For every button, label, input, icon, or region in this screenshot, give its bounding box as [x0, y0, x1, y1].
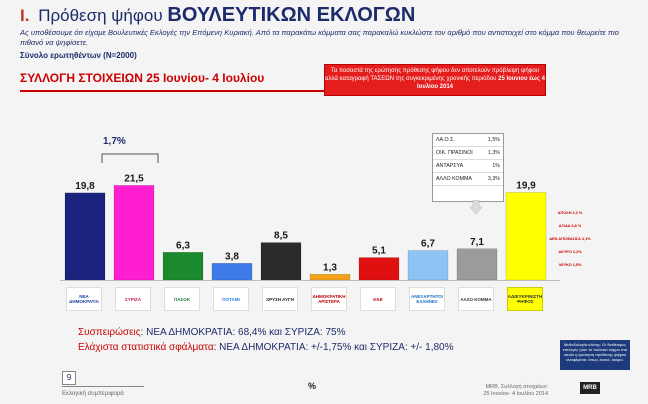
cohesion-line: Συσπειρώσεις: ΝΕΑ ΔΗΜΟΚΡΑΤΙΑ: 68,4% και …: [78, 327, 345, 338]
difference-brace: [101, 153, 159, 163]
title-big: ΒΟΥΛΕΥΤΙΚΩΝ ΕΚΛΟΓΩΝ: [167, 4, 416, 26]
breakdown-party: ΛΑ.Ο.Σ.: [436, 137, 455, 143]
bar-0: [64, 192, 106, 281]
bar-2: [162, 252, 204, 281]
party-logo-7: ΑΝΕΞΑΡΤΗΤΟΙ ΕΛΛΗΝΕΣ: [409, 287, 445, 311]
footer-divider: [62, 386, 144, 387]
error-line: Ελάχιστα στατιστικά σφάλματα: ΝΕΑ ΔΗΜΟΚΡ…: [78, 342, 454, 353]
party-logo-1: ΣΥΡΙΖΑ: [115, 287, 151, 311]
breakdown-row: ΛΑ.Ο.Σ. 1,5%: [433, 134, 503, 147]
undecided-item: ΑΚΥΡΟ 2,2%: [558, 250, 582, 254]
party-logo-4: ΧΡΥΣΗ ΑΥΓΗ: [262, 287, 298, 311]
party-logo-0: ΝΕΑ ΔΗΜΟΚΡΑΤΙΑ: [66, 287, 102, 311]
footer-source-line1: MRB, Συλλογή στοιχείων:: [485, 384, 548, 390]
bar-1: [113, 185, 155, 281]
undecided-item: ΛΕΥΚΟ 1,5%: [558, 263, 582, 267]
section-number: Ι.: [20, 6, 30, 25]
bar-value-label-7: 6,7: [421, 239, 435, 250]
footer-section-label: Εκλογική συμπεριφορά: [62, 391, 124, 397]
difference-label: 1,7%: [103, 136, 126, 147]
page-number: 9: [62, 371, 76, 385]
bar-value-label-1: 21,5: [124, 173, 144, 184]
undecided-breakdown: ΑΠΟΧΗ 2,3 % ΔΞ/ΔΑ 6,8 % ΔΕΝ ΑΠΟΦΑΣΙΣΑ 4,1%…: [545, 210, 595, 275]
error-label: Ελάχιστα στατιστικά σφάλματα: [78, 342, 214, 353]
disclaimer-text: Τα ποσοστά της ερώτησης πρόθεσης ψήφου δ…: [325, 68, 540, 82]
breakdown-value: 1,5%: [487, 137, 500, 143]
undecided-item: ΑΠΟΧΗ 2,3 %: [557, 211, 583, 215]
cohesion-text: : ΝΕΑ ΔΗΜΟΚΡΑΤΙΑ: 68,4% και ΣΥΡΙΖΑ: 75%: [140, 327, 346, 338]
party-logo-2: ΠΑΣΟΚ: [164, 287, 200, 311]
party-logo-8: ΑΛΛΟ ΚΟΜΜΑ: [458, 287, 494, 311]
bar-value-label-9: 19,9: [516, 180, 536, 191]
bar-value-label-3: 3,8: [225, 251, 239, 262]
footer-source: MRB, Συλλογή στοιχείων: 25 Ιουνίου- 4 Ιο…: [458, 384, 548, 398]
title-small: Πρόθεση ψήφου: [38, 6, 163, 25]
breakdown-party: ΑΝΤΑΡΣΥΑ: [436, 163, 464, 169]
error-text: : ΝΕΑ ΔΗΜΟΚΡΑΤΙΑ: +/-1,75% και ΣΥΡΙΖΑ: +…: [213, 342, 454, 353]
vote-intention-chart: 19,8 21,5 6,3 3,8 8,5 1,3 5,1 6,7 7,1 19,9: [60, 173, 560, 281]
party-logo-3: ΠΟΤΑΜΙ: [213, 287, 249, 311]
bar-9: [505, 192, 547, 281]
sample-size: Σύνολο ερωτηθέντων (Ν=2000): [20, 51, 137, 60]
breakdown-row: ΑΝΤΑΡΣΥΑ 1%: [433, 160, 503, 173]
bar-value-label-4: 8,5: [274, 231, 288, 242]
breakdown-row: ΟΙΚ. ΠΡΑΣΙΝΟΙ 1,3%: [433, 147, 503, 160]
bar-value-label-8: 7,1: [470, 237, 484, 248]
mrb-logo: MRB: [580, 382, 600, 394]
bar-6: [358, 257, 400, 281]
party-logo-6: ΚΚΕ: [360, 287, 396, 311]
undecided-item: ΔΕΝ ΑΠΟΦΑΣΙΣΑ 4,1%: [549, 237, 591, 241]
question-text: Ας υποθέσουμε ότι είχαμε Βουλευτικές Εκλ…: [20, 28, 619, 47]
undecided-item: ΔΞ/ΔΑ 6,8 %: [558, 224, 582, 228]
disclaimer-dates: 25 Ιουνιου έως 4 Ιουλίου 2014: [417, 76, 546, 90]
page-title: Ι. Πρόθεση ψήφου ΒΟΥΛΕΥΤΙΚΩΝ ΕΚΛΟΓΩΝ: [20, 4, 415, 27]
cohesion-label: Συσπειρώσεις: [78, 327, 141, 338]
footer-source-line2: 25 Ιουνίου- 4 Ιουλίου 2014: [483, 391, 548, 397]
bar-7: [407, 250, 449, 281]
bar-value-label-6: 5,1: [372, 246, 386, 257]
arrow-down-icon: [470, 200, 482, 214]
bar-value-label-5: 1,3: [323, 262, 337, 273]
methodology-note: Μεθοδολογία κλίσης: Οι διαθέσιμες επιλογ…: [560, 340, 630, 370]
bar-value-label-0: 19,8: [75, 181, 95, 192]
party-logo-5: ΔΗΜΟΚΡΑΤΙΚΗ ΑΡΙΣΤΕΡΑ: [311, 287, 347, 311]
bar-8: [456, 248, 498, 281]
disclaimer-note: Τα ποσοστά της ερώτησης πρόθεσης ψήφου δ…: [324, 64, 546, 96]
breakdown-value: 1%: [492, 163, 500, 169]
bar-5: [309, 274, 351, 281]
breakdown-value: 1,3%: [487, 150, 500, 156]
breakdown-party: ΑΛΛΟ ΚΟΜΜΑ: [436, 176, 472, 182]
breakdown-value: 3,3%: [487, 176, 500, 182]
bar-4: [260, 242, 302, 281]
other-parties-breakdown: ΛΑ.Ο.Σ. 1,5% ΟΙΚ. ΠΡΑΣΙΝΟΙ 1,3% ΑΝΤΑΡΣΥΑ 1% ΑΛ…: [432, 133, 504, 202]
breakdown-party: ΟΙΚ. ΠΡΑΣΙΝΟΙ: [436, 150, 473, 156]
bar-value-label-2: 6,3: [176, 240, 190, 251]
bar-3: [211, 263, 253, 281]
breakdown-row: ΑΛΛΟ ΚΟΜΜΑ 3,3%: [433, 173, 503, 186]
party-logo-9: ΑΔΙΕΥΚΡΙΝΙΣΤΗ ΨΗΦΟΣ: [507, 287, 543, 311]
period-underline: [20, 90, 325, 92]
percent-unit: %: [308, 381, 317, 391]
collection-period: ΣΥΛΛΟΓΗ ΣΤΟΙΧΕΙΩΝ 25 Ιουνίου- 4 Ιουλίου: [20, 71, 265, 85]
